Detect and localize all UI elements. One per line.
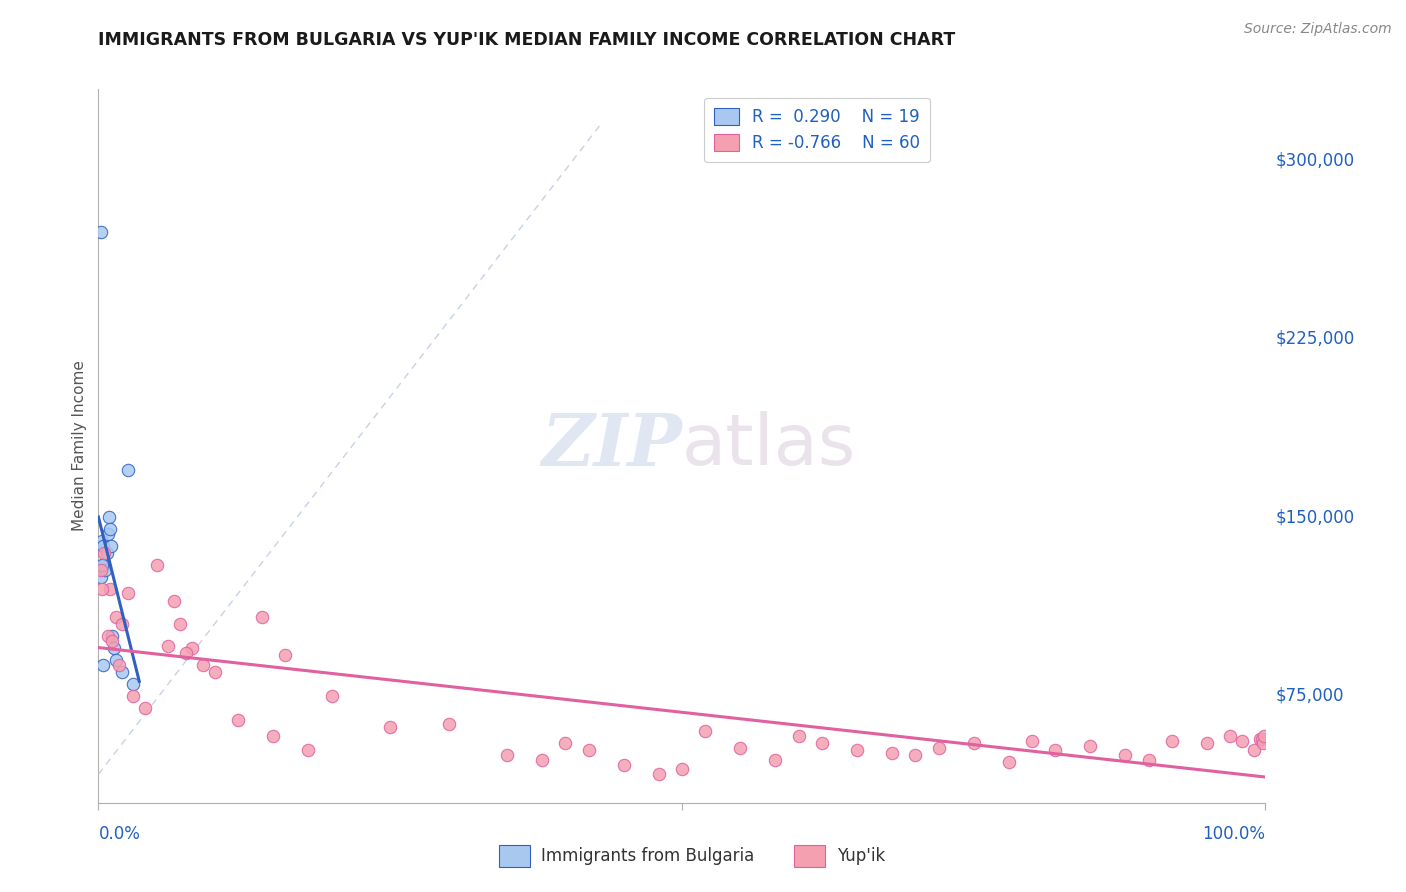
Point bbox=[90, 225, 112, 239]
Point bbox=[1219, 729, 1241, 743]
Point bbox=[169, 617, 191, 632]
Point bbox=[530, 753, 553, 767]
Point bbox=[671, 763, 693, 777]
Text: $300,000: $300,000 bbox=[1275, 152, 1354, 169]
Point bbox=[93, 558, 115, 572]
Point bbox=[1080, 739, 1102, 753]
Point bbox=[730, 741, 752, 756]
Point bbox=[495, 748, 517, 763]
Point bbox=[554, 736, 576, 750]
Point bbox=[904, 748, 927, 763]
Point bbox=[122, 689, 145, 703]
Point bbox=[437, 717, 460, 731]
Point bbox=[94, 563, 117, 577]
Point bbox=[274, 648, 297, 663]
Text: Immigrants from Bulgaria: Immigrants from Bulgaria bbox=[541, 847, 755, 865]
Point bbox=[1161, 734, 1184, 748]
Point bbox=[91, 539, 114, 553]
Text: $225,000: $225,000 bbox=[1275, 330, 1354, 348]
Text: IMMIGRANTS FROM BULGARIA VS YUP'IK MEDIAN FAMILY INCOME CORRELATION CHART: IMMIGRANTS FROM BULGARIA VS YUP'IK MEDIA… bbox=[98, 31, 956, 49]
Point bbox=[90, 570, 112, 584]
Point bbox=[763, 753, 786, 767]
Point bbox=[1243, 743, 1265, 757]
Point bbox=[1114, 748, 1136, 763]
Legend: R =  0.290    N = 19, R = -0.766    N = 60: R = 0.290 N = 19, R = -0.766 N = 60 bbox=[704, 97, 931, 162]
Point bbox=[111, 617, 134, 632]
Point bbox=[1251, 736, 1274, 750]
Point bbox=[695, 724, 717, 739]
Point bbox=[1251, 731, 1274, 746]
Point bbox=[845, 743, 868, 757]
Text: ZIP: ZIP bbox=[541, 410, 682, 482]
Y-axis label: Median Family Income: Median Family Income bbox=[72, 360, 87, 532]
Point bbox=[108, 657, 131, 672]
Point bbox=[378, 720, 402, 734]
Text: 100.0%: 100.0% bbox=[1202, 825, 1265, 843]
Point bbox=[1253, 729, 1275, 743]
Point bbox=[122, 677, 145, 691]
Point bbox=[204, 665, 226, 679]
Point bbox=[174, 646, 197, 660]
Point bbox=[90, 582, 112, 596]
Point bbox=[157, 639, 180, 653]
Point bbox=[104, 610, 127, 624]
Point bbox=[997, 756, 1019, 770]
Point bbox=[321, 689, 343, 703]
Point bbox=[962, 736, 984, 750]
Point bbox=[193, 657, 215, 672]
Text: 0.0%: 0.0% bbox=[98, 825, 141, 843]
Point bbox=[228, 713, 250, 727]
Point bbox=[90, 534, 112, 549]
Point bbox=[101, 629, 124, 643]
Point bbox=[612, 757, 634, 772]
Point bbox=[880, 746, 903, 760]
Point bbox=[97, 510, 120, 524]
Point bbox=[93, 546, 115, 560]
Point bbox=[100, 539, 122, 553]
Point bbox=[97, 629, 120, 643]
Point bbox=[101, 634, 124, 648]
Point bbox=[787, 729, 810, 743]
Point bbox=[91, 657, 114, 672]
Point bbox=[111, 665, 134, 679]
Point bbox=[90, 563, 112, 577]
Point bbox=[104, 653, 127, 667]
Text: Yup'ik: Yup'ik bbox=[837, 847, 884, 865]
Point bbox=[1137, 753, 1160, 767]
Point bbox=[96, 546, 118, 560]
Point bbox=[117, 586, 139, 600]
Point bbox=[1021, 734, 1043, 748]
Point bbox=[928, 741, 950, 756]
Point bbox=[1045, 743, 1067, 757]
Text: $150,000: $150,000 bbox=[1275, 508, 1354, 526]
Point bbox=[163, 593, 186, 607]
Text: $75,000: $75,000 bbox=[1275, 687, 1344, 705]
Text: Source: ZipAtlas.com: Source: ZipAtlas.com bbox=[1244, 22, 1392, 37]
Point bbox=[117, 463, 139, 477]
Point bbox=[97, 527, 120, 541]
Point bbox=[262, 729, 284, 743]
Point bbox=[1195, 736, 1218, 750]
Point bbox=[98, 522, 121, 536]
Point bbox=[98, 582, 121, 596]
Point bbox=[1249, 731, 1271, 746]
Point bbox=[90, 558, 112, 572]
Point bbox=[297, 743, 319, 757]
Point bbox=[1230, 734, 1253, 748]
Point bbox=[103, 641, 125, 656]
Point bbox=[647, 767, 669, 781]
Point bbox=[250, 610, 273, 624]
Point bbox=[146, 558, 169, 572]
Point bbox=[811, 736, 834, 750]
Point bbox=[578, 743, 600, 757]
Point bbox=[134, 700, 156, 714]
Point bbox=[180, 641, 202, 656]
Text: atlas: atlas bbox=[682, 411, 856, 481]
